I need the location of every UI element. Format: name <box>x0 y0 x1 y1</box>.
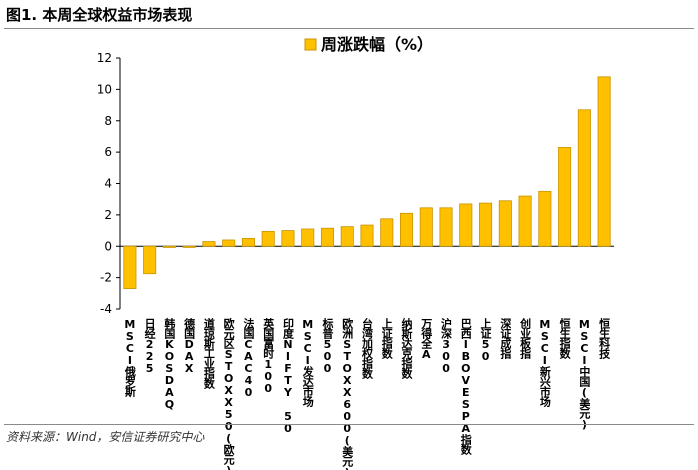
y-tick-label: -4 <box>100 302 112 316</box>
category-label: 纳斯达克指数 <box>400 317 413 380</box>
bar <box>123 245 137 290</box>
bar <box>439 207 453 247</box>
bar <box>380 218 394 247</box>
category-label: 日经225 <box>143 318 156 374</box>
bar <box>182 245 196 248</box>
bar <box>281 230 295 247</box>
bar <box>538 190 552 247</box>
bar <box>558 147 572 247</box>
source-note: 资料来源：Wind，安信证券研究中心 <box>6 430 205 444</box>
y-tick-label: 2 <box>104 208 112 222</box>
category-label: MSCI俄罗斯 <box>123 318 137 398</box>
category-label: 标普500 <box>321 317 335 374</box>
category-label: 印度NIFTY 50 <box>281 318 294 434</box>
bar <box>479 202 493 247</box>
category-label: 英国富时100 <box>262 317 276 394</box>
category-label: 韩国KOSDAQ <box>163 317 176 410</box>
category-label: 万得全A <box>420 318 434 360</box>
bar <box>340 226 354 247</box>
category-label: 道琼斯工业指数 <box>202 317 215 390</box>
bar <box>597 76 611 247</box>
bar <box>399 212 414 247</box>
title-divider <box>4 28 694 29</box>
bar <box>241 238 255 247</box>
source-divider <box>4 424 694 425</box>
category-label: 上证指数 <box>380 317 393 360</box>
category-label: 创业板指 <box>519 317 533 360</box>
category-label: MSCI中国(美元) <box>578 318 591 430</box>
y-tick-label: 12 <box>97 51 112 65</box>
category-label: 恒生指数 <box>558 317 571 360</box>
legend-label: 周涨跌幅（%） <box>321 35 433 54</box>
category-label: 法国CAC40 <box>242 317 255 398</box>
y-tick-label: 0 <box>104 239 112 253</box>
category-label: 巴西IBOVESPA指数 <box>459 318 472 456</box>
y-tick-label: 10 <box>97 82 112 96</box>
bar <box>419 207 433 247</box>
category-label: MSCI发达市场 <box>301 318 315 408</box>
legend-swatch <box>304 38 317 51</box>
category-labels: MSCI俄罗斯 日经225 韩国KOSDAQ 德国DAX 道琼斯工业指数 欧元区STOXX… <box>123 317 610 470</box>
y-tick-label: -2 <box>100 271 112 285</box>
bar <box>360 224 374 247</box>
bar <box>202 241 216 247</box>
bar <box>459 203 473 247</box>
category-label: 欧元区STOXX50(欧元) <box>222 317 235 470</box>
bar <box>498 200 512 247</box>
category-label: 沪深300 <box>440 317 453 374</box>
y-tick-label: 8 <box>104 114 112 128</box>
bar <box>301 228 315 247</box>
y-tick-label: 4 <box>104 177 112 191</box>
category-label: 台湾加权指数 <box>361 317 375 380</box>
figure-title: 图1. 本周全球权益市场表现 <box>6 6 193 24</box>
category-label: MSCI新兴市场 <box>538 318 551 408</box>
chart-legend: 周涨跌幅（%） <box>304 35 433 54</box>
y-tick-label: 6 <box>104 145 112 159</box>
category-label: 欧洲STOXX600(美元) <box>341 317 354 470</box>
category-label: 恒生科技 <box>598 317 611 360</box>
bar <box>320 227 335 247</box>
bar <box>222 239 236 247</box>
bar <box>162 245 176 248</box>
bar <box>261 230 275 247</box>
category-label: 深证成指 <box>499 317 512 360</box>
category-label: 上证50 <box>479 317 492 362</box>
bar <box>518 195 532 247</box>
category-label: 德国DAX <box>183 317 197 374</box>
chart-axes: -4 -2 0 2 4 6 8 10 12 <box>97 51 614 316</box>
chart-bars <box>123 76 611 290</box>
bar <box>143 245 157 275</box>
bar <box>577 109 591 247</box>
